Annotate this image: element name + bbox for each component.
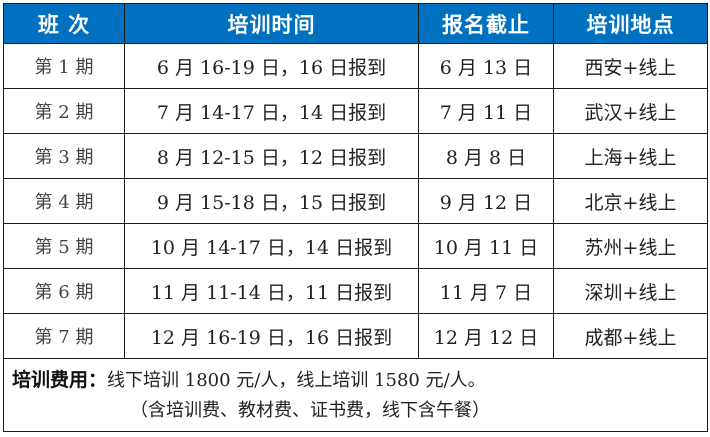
header-time: 培训时间	[124, 3, 419, 44]
table-row: 第 5 期 10 月 14-17 日，14 日报到 10 月 11 日苏州+线上	[3, 223, 708, 269]
fee-cell: 培训费用：线下培训 1800 元/人，线上培训 1580 元/人。 （含培训费、…	[3, 358, 708, 432]
fee-label: 培训费用：	[12, 368, 108, 391]
table-row: 第 6 期 11 月 11-14 日，11 日报到 11 月 7 日深圳+线上	[3, 268, 708, 314]
cell-class: 第 2 期	[3, 88, 125, 134]
cell-location: 武汉+线上	[553, 88, 708, 134]
cell-deadline: 9 月 12 日	[418, 178, 554, 224]
cell-deadline: 6 月 13 日	[418, 43, 554, 89]
cell-time: 7 月 14-17 日，14 日报到	[124, 88, 419, 134]
header-location: 培训地点	[553, 3, 708, 44]
header-deadline: 报名截止	[418, 3, 554, 44]
cell-class: 第 6 期	[3, 268, 125, 314]
cell-time: 12 月 16-19 日，16 日报到	[124, 313, 419, 359]
cell-location: 西安+线上	[553, 43, 708, 89]
cell-location: 上海+线上	[553, 133, 708, 179]
table-row: 第 7 期 12 月 16-19 日，16 日报到 12 月 12 日成都+线上	[3, 313, 708, 359]
cell-time: 9 月 15-18 日，15 日报到	[124, 178, 419, 224]
cell-deadline: 8 月 8 日	[418, 133, 554, 179]
cell-location: 深圳+线上	[553, 268, 708, 314]
fee-text: 线下培训 1800 元/人，线上培训 1580 元/人。	[107, 369, 486, 391]
cell-deadline: 10 月 11 日	[418, 223, 554, 269]
cell-deadline: 12 月 12 日	[418, 313, 554, 359]
header-class: 班 次	[3, 3, 125, 44]
cell-deadline: 11 月 7 日	[418, 268, 554, 314]
cell-time: 10 月 14-17 日，14 日报到	[124, 223, 419, 269]
header-row: 班 次 培训时间 报名截止 培训地点	[3, 3, 708, 44]
cell-time: 6 月 16-19 日，16 日报到	[124, 43, 419, 89]
cell-deadline: 7 月 11 日	[418, 88, 554, 134]
cell-class: 第 4 期	[3, 178, 125, 224]
cell-location: 成都+线上	[553, 313, 708, 359]
cell-time: 8 月 12-15 日，12 日报到	[124, 133, 419, 179]
cell-class: 第 1 期	[3, 43, 125, 89]
fee-note: （含培训费、教材费、证书费，线下含午餐）	[130, 399, 490, 421]
cell-class: 第 5 期	[3, 223, 125, 269]
cell-location: 北京+线上	[553, 178, 708, 224]
fee-row: 培训费用：线下培训 1800 元/人，线上培训 1580 元/人。 （含培训费、…	[3, 358, 708, 432]
cell-location: 苏州+线上	[553, 223, 708, 269]
cell-class: 第 3 期	[3, 133, 125, 179]
cell-class: 第 7 期	[3, 313, 125, 359]
cell-time: 11 月 11-14 日，11 日报到	[124, 268, 419, 314]
